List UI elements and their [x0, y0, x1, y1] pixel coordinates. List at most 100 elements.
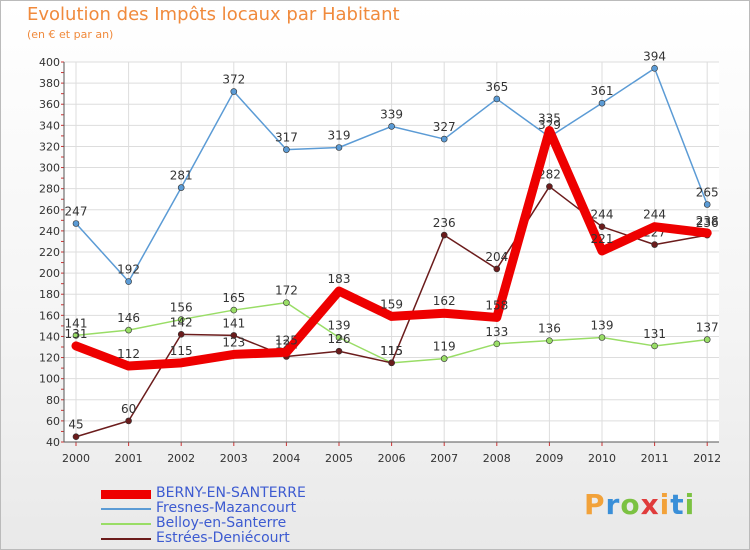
y-tick-label: 40 [46, 436, 60, 449]
y-tick-label: 160 [39, 309, 60, 322]
data-label: 146 [117, 311, 140, 325]
legend-swatch [101, 523, 151, 525]
y-tick-label: 360 [39, 98, 60, 111]
x-tick-label: 2004 [272, 452, 300, 465]
data-point [230, 332, 238, 339]
data-label: 192 [117, 263, 140, 277]
logo-letter: x [640, 488, 660, 521]
data-label: 142 [170, 315, 193, 329]
data-point [177, 184, 185, 191]
data-point [546, 183, 553, 190]
logo-letter: P [584, 488, 606, 521]
data-point [230, 306, 238, 314]
y-tick-label: 120 [39, 352, 60, 365]
data-label: 165 [222, 291, 245, 305]
data-label: 159 [380, 297, 403, 311]
x-tick-label: 2003 [220, 452, 248, 465]
data-label: 238 [696, 214, 719, 228]
data-label: 244 [643, 208, 666, 222]
data-label: 247 [65, 205, 88, 219]
x-tick-label: 2001 [115, 452, 143, 465]
data-label: 137 [696, 321, 719, 335]
y-tick-label: 260 [39, 204, 60, 217]
y-tick-label: 380 [39, 77, 60, 90]
data-label: 183 [328, 272, 351, 286]
data-label: 335 [538, 112, 561, 126]
data-point [335, 347, 343, 355]
data-label: 372 [222, 73, 245, 87]
data-label: 119 [433, 340, 456, 354]
data-label: 123 [222, 335, 245, 349]
legend-label: Estrées-Deniécourt [156, 530, 290, 546]
data-point [440, 135, 448, 143]
data-label: 281 [170, 169, 193, 183]
data-label: 361 [591, 84, 614, 98]
proxiti-logo: Proxiti [584, 488, 695, 521]
x-tick-label: 2011 [641, 452, 669, 465]
data-point [283, 299, 290, 306]
legend-swatch [101, 508, 151, 510]
logo-letter: r [605, 488, 621, 521]
data-point [440, 355, 448, 362]
data-point [651, 241, 658, 248]
data-label: 244 [591, 208, 614, 222]
x-tick-label: 2008 [483, 452, 511, 465]
data-label: 172 [275, 284, 298, 298]
y-tick-label: 100 [39, 373, 60, 386]
data-point [440, 231, 448, 239]
y-tick-label: 320 [39, 140, 60, 153]
data-label: 204 [485, 250, 508, 264]
data-label: 265 [696, 186, 719, 200]
data-point [598, 99, 606, 107]
data-point [651, 342, 658, 350]
legend-label: BERNY-EN-SANTERRE [156, 485, 306, 501]
y-tick-label: 80 [46, 394, 60, 407]
x-tick-label: 2010 [588, 452, 616, 465]
data-label: 45 [68, 418, 83, 432]
logo-letter: o [620, 488, 641, 521]
chart-title: Evolution des Impôts locaux par Habitant [27, 4, 400, 25]
data-point [125, 278, 132, 285]
y-tick-label: 140 [39, 330, 60, 343]
data-label: 131 [65, 327, 88, 341]
x-tick-label: 2005 [325, 452, 353, 465]
logo-letter: i [684, 488, 696, 521]
chart-subtitle: (en € et par an) [27, 28, 114, 41]
data-point [388, 359, 395, 367]
data-point [598, 223, 606, 230]
data-label: 317 [275, 131, 298, 145]
y-tick-label: 400 [39, 56, 60, 69]
data-point [230, 88, 238, 95]
y-tick-label: 220 [39, 246, 60, 259]
data-label: 139 [328, 319, 351, 333]
y-tick-label: 300 [39, 162, 60, 175]
data-label: 115 [380, 344, 403, 358]
data-label: 131 [643, 327, 666, 341]
data-point [598, 334, 606, 341]
data-label: 394 [643, 49, 666, 63]
data-point [493, 265, 501, 273]
logo-letter: t [670, 488, 685, 521]
y-tick-label: 60 [46, 415, 60, 428]
data-point [493, 95, 501, 103]
data-label: 136 [538, 322, 561, 336]
data-label: 221 [591, 232, 614, 246]
data-point [125, 417, 132, 425]
data-point [703, 336, 711, 343]
data-point [177, 331, 185, 338]
data-point [72, 332, 80, 339]
data-label: 282 [538, 168, 561, 182]
data-label: 158 [485, 298, 508, 312]
data-label: 60 [121, 402, 136, 416]
data-label: 141 [65, 316, 88, 330]
data-point [283, 146, 290, 153]
data-point [177, 316, 185, 323]
data-point [546, 337, 553, 344]
logo-letter: i [659, 488, 671, 521]
data-label: 156 [170, 301, 193, 315]
data-point [72, 433, 80, 441]
x-tick-label: 2000 [62, 452, 90, 465]
y-tick-label: 180 [39, 288, 60, 301]
y-tick-label: 340 [39, 119, 60, 132]
